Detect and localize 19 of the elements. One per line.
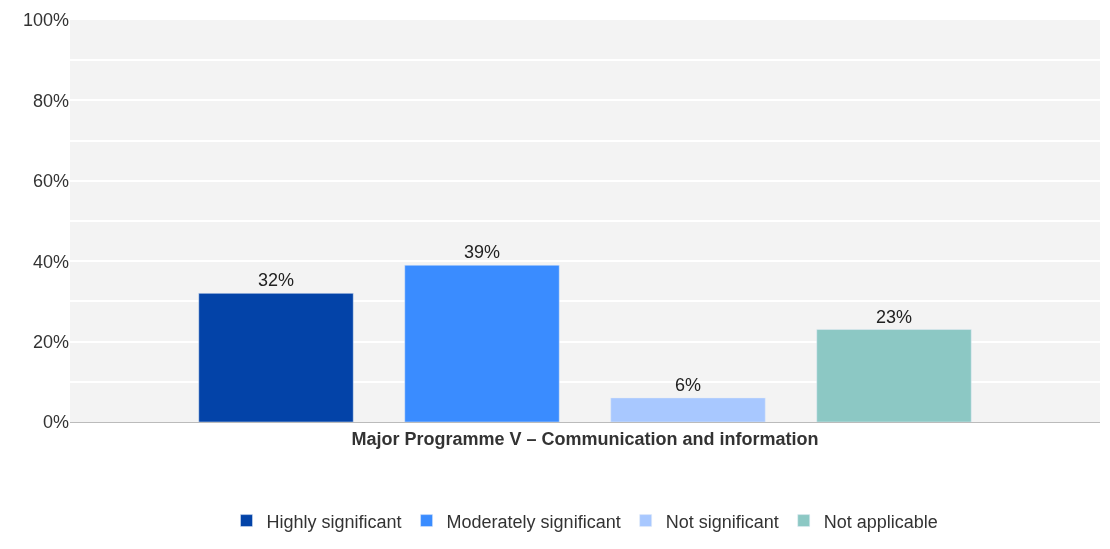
bar: [404, 264, 560, 422]
bar: [610, 397, 766, 422]
bar: [816, 329, 972, 422]
x-tick-label: Major Programme V – Communication and information: [351, 428, 819, 449]
y-tick-label: 100%: [22, 10, 69, 31]
y-tick-label: 60%: [32, 171, 69, 192]
y-tick-label: 20%: [32, 331, 69, 352]
y-tick-label: 0%: [42, 412, 69, 433]
y-tick-label: 80%: [32, 90, 69, 111]
legend-label: Not applicable: [823, 511, 938, 532]
legend-label: Moderately significant: [446, 511, 621, 532]
data-label: 23%: [875, 306, 913, 327]
y-tick-label: 40%: [32, 251, 69, 272]
legend-label: Highly significant: [266, 511, 402, 532]
bar: [198, 293, 354, 422]
data-label: 39%: [463, 242, 501, 263]
legend-label: Not significant: [665, 511, 779, 532]
data-label: 6%: [674, 374, 702, 395]
data-label: 32%: [257, 270, 295, 291]
